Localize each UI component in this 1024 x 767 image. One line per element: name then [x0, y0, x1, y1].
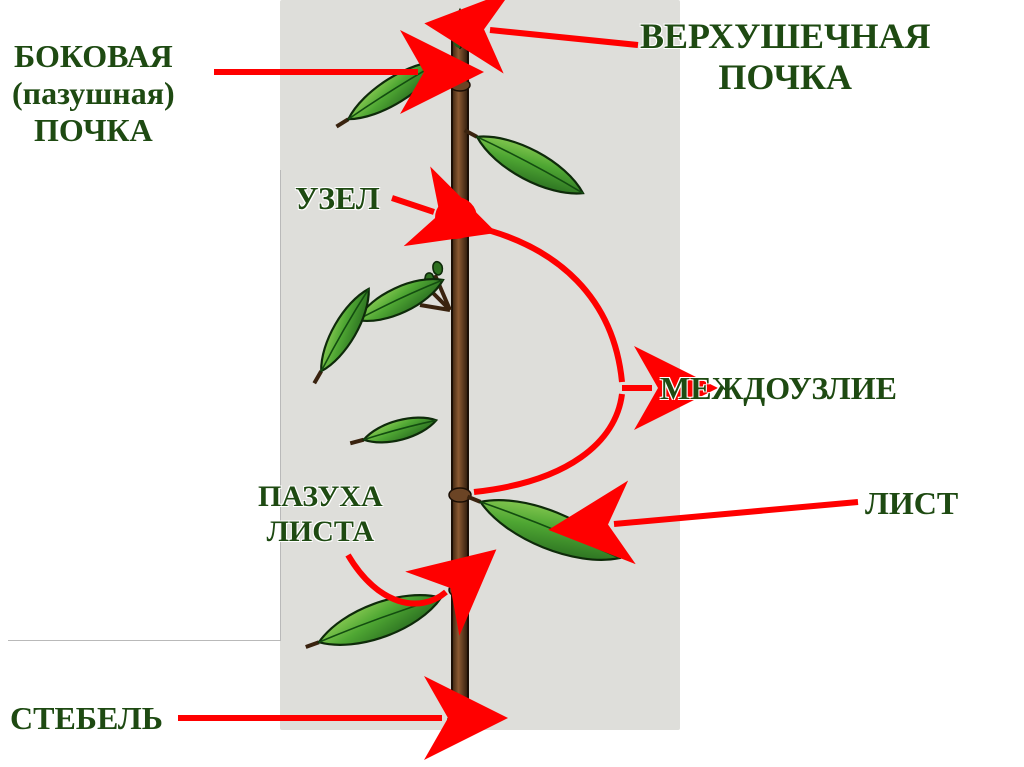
label-internode: МЕЖДОУЗЛИЕ: [660, 370, 897, 407]
brace-top: [472, 226, 622, 382]
label-lateral-bud: БОКОВАЯ (пазушная) ПОЧКА: [12, 38, 175, 148]
brace-bot: [474, 394, 622, 492]
arrow-node: [392, 198, 434, 212]
label-stem: СТЕБЕЛЬ: [10, 700, 163, 737]
arrow-leaf: [614, 502, 858, 524]
label-axil: ПАЗУХА ЛИСТА: [258, 480, 383, 549]
label-leaf: ЛИСТ: [865, 485, 958, 522]
arrow-apical: [490, 30, 638, 45]
node-circle: [438, 200, 474, 236]
diagram-stage: БОКОВАЯ (пазушная) ПОЧКА ВЕРХУШЕЧНАЯ ПОЧ…: [0, 0, 1024, 767]
label-node: УЗЕЛ: [295, 180, 380, 217]
arrow-axil: [348, 555, 446, 604]
label-apical-bud: ВЕРХУШЕЧНАЯ ПОЧКА: [640, 16, 930, 99]
